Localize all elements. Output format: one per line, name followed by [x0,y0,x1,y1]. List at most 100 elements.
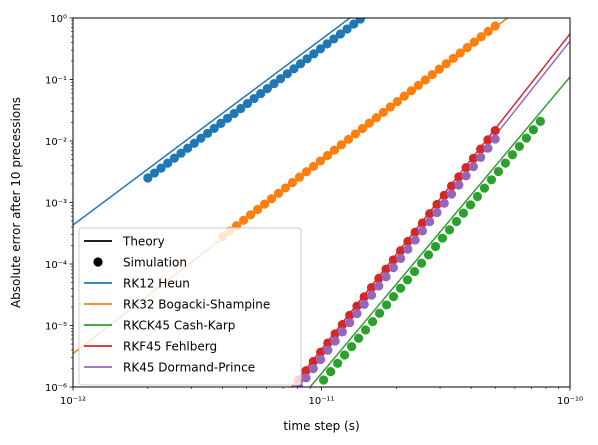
data-point-rkf45-fehlberg [490,126,500,136]
data-point-rk12-heun [289,64,299,74]
data-point-rkck45-cash-karp [535,116,545,126]
legend-marker-simulation [93,257,103,267]
data-point-rk45-dormand-prince [337,327,348,337]
data-point-rk12-heun [196,133,206,143]
x-tick-label: 10⁻¹⁰ [557,396,583,407]
data-point-rkf45-fehlberg [366,283,377,293]
data-point-rk45-dormand-prince [425,217,435,227]
data-point-rk45-dormand-prince [461,171,471,181]
data-point-rk12-heun [229,108,239,119]
data-point-rkf45-fehlberg [330,329,340,339]
data-point-rk12-heun [189,138,199,148]
plot-series [73,0,570,387]
y-tick-label: 10⁻¹ [45,76,67,87]
data-point-rkf45-fehlberg [417,218,428,228]
legend-box [78,227,302,386]
data-point-rk12-heun [202,128,213,138]
y-axis-label: Absolute error after 10 precessions [9,97,23,308]
data-point-rk45-dormand-prince [432,207,442,218]
data-point-rk12-heun [163,158,173,168]
legend: Theory Simulation RK12 Heun RK32 Bogacki-Sh… [78,227,302,386]
data-point-rk12-heun [143,173,153,183]
data-point-rk12-heun [329,34,339,44]
data-point-rk12-heun [149,168,160,178]
data-point-rk32-bogacki-shampine [336,140,347,150]
data-point-rkf45-fehlberg [381,264,391,274]
legend-label-theory: Theory [122,235,165,249]
data-point-rkf45-fehlberg [483,135,493,145]
data-point-rk32-bogacki-shampine [371,113,381,123]
data-point-rkf45-fehlberg [337,319,348,330]
data-point-rk12-heun [349,19,359,29]
data-point-rk12-heun [376,0,385,9]
theory-line-rkck45-cash-karp [309,76,570,387]
data-point-rk32-bogacki-shampine [448,53,458,63]
data-point-rk12-heun [355,18,365,24]
data-point-rkck45-cash-karp [333,358,343,368]
data-point-rk45-dormand-prince [454,180,464,190]
data-point-rkf45-fehlberg [432,199,442,210]
data-point-rkf45-fehlberg [308,356,318,367]
data-point-rkck45-cash-karp [486,175,497,185]
data-point-rk32-bogacki-shampine [399,91,409,101]
data-point-rkck45-cash-karp [319,375,329,385]
data-point-rkck45-cash-karp [430,241,441,252]
data-point-rkck45-cash-karp [353,333,364,343]
data-point-rkck45-cash-karp [409,266,420,277]
data-point-rk45-dormand-prince [330,336,340,346]
data-point-rk32-bogacki-shampine [322,150,333,161]
data-point-rkck45-cash-karp [388,291,399,302]
data-point-rkck45-cash-karp [416,258,427,268]
data-point-rkf45-fehlberg [439,190,449,200]
data-point-rk32-bogacki-shampine [287,177,298,188]
data-point-rk12-heun [295,59,306,69]
data-point-rk32-bogacki-shampine [413,80,423,90]
data-point-rk45-dormand-prince [476,152,486,162]
data-point-rkf45-fehlberg [374,273,384,284]
data-point-rk12-heun [236,103,246,114]
data-point-rkck45-cash-karp [326,367,336,377]
legend-label-simulation: Simulation [123,256,187,270]
data-point-rkck45-cash-karp [444,225,455,235]
data-point-rk12-heun [309,49,319,59]
data-point-rk45-dormand-prince [396,253,406,264]
data-point-rk45-dormand-prince [315,354,326,365]
data-point-rk45-dormand-prince [446,189,457,199]
y-tick-label: 10⁻³ [45,199,67,210]
data-point-rk45-dormand-prince [345,318,355,328]
data-point-rk12-heun [183,143,193,153]
data-point-rk45-dormand-prince [381,272,391,282]
data-point-rk32-bogacki-shampine [455,48,465,58]
data-point-rkck45-cash-karp [507,150,518,160]
data-point-rk45-dormand-prince [308,364,318,374]
data-point-rk32-bogacki-shampine [315,156,326,166]
data-point-rk12-heun [382,0,391,4]
data-point-rkck45-cash-karp [347,342,357,352]
data-point-rk45-dormand-prince [301,373,311,383]
data-point-rkf45-fehlberg [301,366,311,376]
data-point-rkf45-fehlberg [403,236,413,247]
data-point-rk12-heun [209,123,219,133]
data-point-rk12-heun [369,5,378,14]
data-point-rkf45-fehlberg [476,144,486,154]
data-point-rk32-bogacki-shampine [308,161,319,171]
x-axis-label: time step (s) [283,419,359,433]
data-point-rk12-heun [364,18,370,19]
data-point-rk45-dormand-prince [323,345,333,355]
data-point-rkf45-fehlberg [446,181,457,191]
data-point-rkck45-cash-karp [381,300,392,310]
data-point-rkck45-cash-karp [514,141,525,152]
data-point-rk32-bogacki-shampine [385,102,395,112]
data-point-rk45-dormand-prince [483,143,493,153]
data-point-rk32-bogacki-shampine [441,59,451,69]
data-point-rk45-dormand-prince [468,161,478,172]
data-point-rk32-bogacki-shampine [434,64,444,74]
data-point-rk32-bogacki-shampine [364,118,374,128]
y-tick-label: 10⁻⁶ [45,383,67,394]
data-point-rkf45-fehlberg [388,255,398,265]
data-point-rk45-dormand-prince [417,226,428,236]
data-point-rk32-bogacki-shampine [238,215,249,225]
legend-label-rk12-heun: RK12 Heun [123,277,190,291]
data-point-rk32-bogacki-shampine [245,210,256,220]
data-point-rkf45-fehlberg [315,347,326,357]
